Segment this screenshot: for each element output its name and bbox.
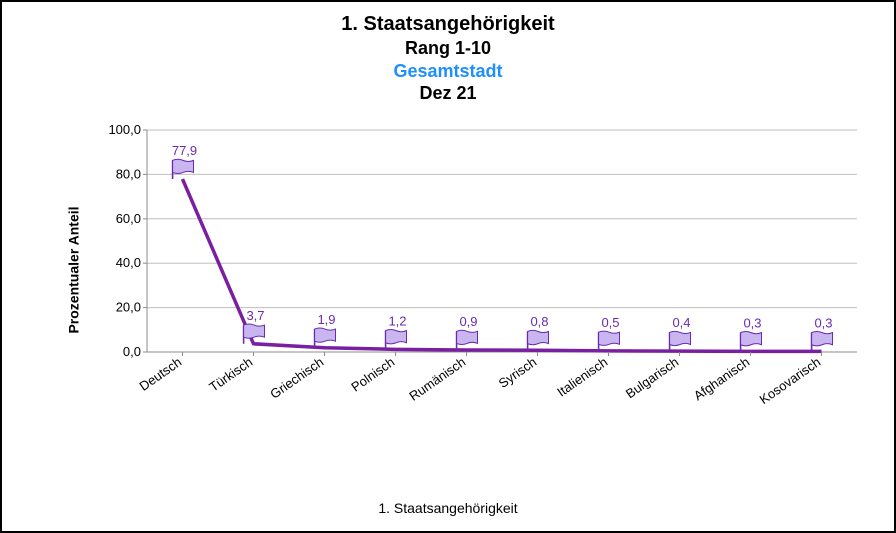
title-line-1: 1. Staatsangehörigkeit [2, 12, 894, 37]
plot-area: 0,0 20,0 40,0 60,0 80,0 100,0 77,9 Deutsch 3,7 Tü… [107, 122, 867, 422]
category-label: Rumänisch [406, 354, 468, 404]
value-label: 0,5 [601, 315, 619, 330]
category-label: Türkisch [206, 354, 255, 394]
flag-icon [457, 330, 478, 350]
y-axis-label: Prozentualer Anteil [66, 206, 82, 333]
flag-icon [741, 332, 762, 352]
chart-titles: 1. Staatsangehörigkeit Rang 1-10 Gesamts… [2, 12, 894, 105]
data-line [183, 179, 822, 351]
y-tick-label: 60,0 [116, 211, 141, 226]
value-label: 0,3 [814, 315, 832, 330]
flag-icon [315, 328, 336, 348]
value-label: 3,7 [246, 308, 264, 323]
value-label: 77,9 [172, 143, 197, 158]
flag-icon [386, 330, 407, 350]
category-label: Italienisch [554, 354, 610, 399]
title-line-2: Rang 1-10 [2, 37, 894, 60]
flag-icon [812, 332, 833, 352]
x-axis-label: 1. Staatsangehörigkeit [2, 500, 894, 516]
value-label: 0,4 [672, 315, 690, 330]
category-label: Afghanisch [691, 354, 752, 403]
value-label: 1,2 [388, 313, 406, 328]
category-label: Kosovarisch [757, 354, 824, 407]
category-label: Deutsch [137, 354, 185, 394]
flag-icon [528, 330, 549, 350]
flag-icon [173, 159, 194, 179]
y-tick-label: 40,0 [116, 255, 141, 270]
category-label: Bulgarisch [623, 354, 681, 401]
y-tick-label: 80,0 [116, 166, 141, 181]
value-label: 0,8 [530, 314, 548, 329]
value-label: 0,9 [459, 314, 477, 329]
flag-icon [599, 331, 620, 351]
y-tick-label: 20,0 [116, 300, 141, 315]
category-label: Griechisch [267, 354, 326, 402]
flag-icon [670, 331, 691, 351]
category-label: Polnisch [348, 354, 397, 394]
title-line-3: Gesamtstadt [2, 60, 894, 83]
category-label: Syrisch [496, 354, 540, 391]
y-tick-label: 100,0 [108, 122, 141, 137]
title-line-4: Dez 21 [2, 82, 894, 105]
value-label: 0,3 [743, 315, 761, 330]
value-label: 1,9 [317, 312, 335, 327]
chart-svg: 0,0 20,0 40,0 60,0 80,0 100,0 77,9 Deutsch 3,7 Tü… [107, 122, 867, 422]
chart-frame: 1. Staatsangehörigkeit Rang 1-10 Gesamts… [0, 0, 896, 533]
y-tick-label: 0,0 [123, 344, 141, 359]
